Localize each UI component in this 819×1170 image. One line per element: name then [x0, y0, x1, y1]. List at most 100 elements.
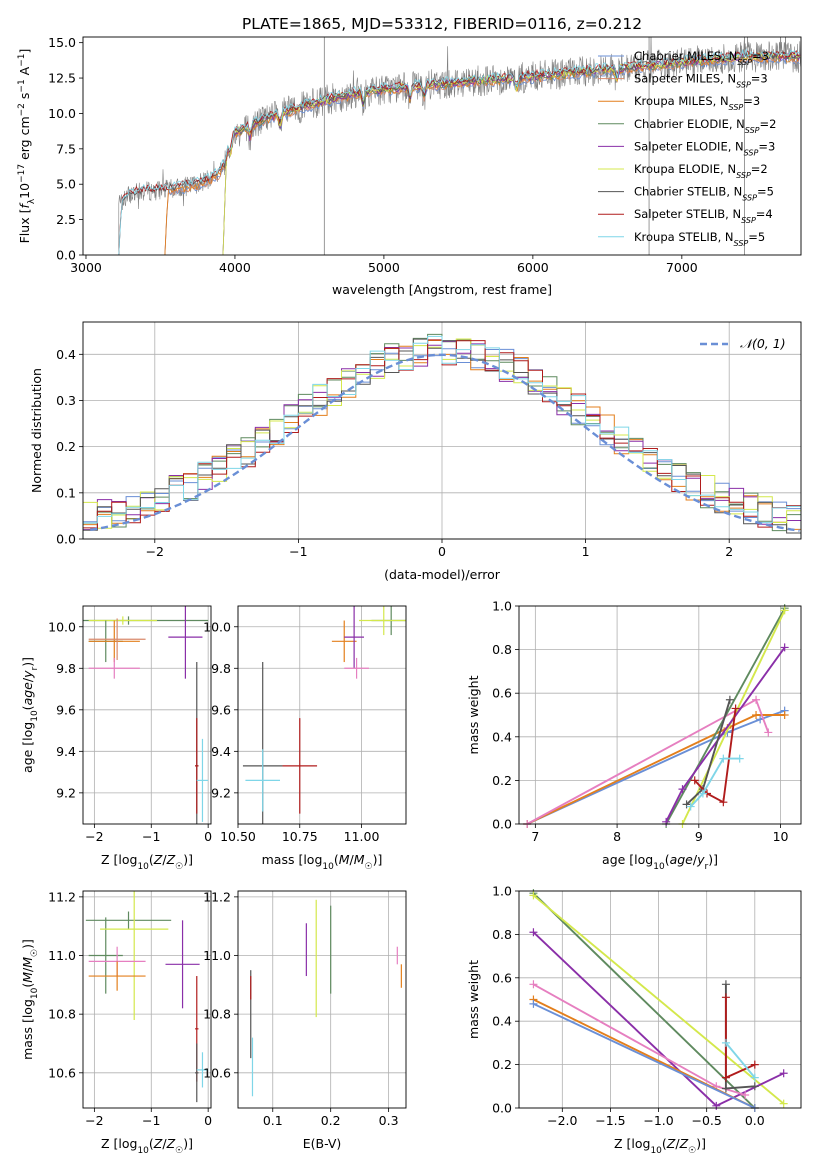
weight-point-marker	[750, 1073, 759, 1082]
axes-frame	[82, 321, 802, 540]
y-tick-label: 0.2	[492, 773, 512, 788]
histogram-series	[83, 335, 801, 539]
x-tick-label: 3000	[70, 260, 102, 275]
y-tick-label: 0.8	[492, 642, 512, 657]
weight-point-marker	[686, 802, 695, 811]
x-tick-label: 0.2	[321, 1113, 341, 1128]
x-tick-label: −2	[146, 544, 164, 559]
x-tick-label: −2	[85, 1113, 103, 1128]
legend-entry: Kroupa ELODIE, NSSP=2	[634, 162, 768, 180]
errorbar-point	[359, 606, 406, 636]
y-tick-label: 9.8	[211, 661, 231, 676]
axes-frame	[82, 890, 212, 1109]
errorbar-point	[344, 606, 364, 669]
y-tick-label: 10.0	[48, 106, 76, 121]
weight-point-marker	[721, 1073, 730, 1082]
y-tick-label: 11.0	[48, 948, 76, 963]
weight-series-line	[725, 1042, 756, 1079]
weight_vs_Z-xlabel: Z [log10(Z/Z☉)]	[614, 1136, 706, 1156]
y-tick-label: 0.2	[492, 1057, 512, 1072]
y-tick-label: 1.0	[492, 884, 512, 899]
x-tick-label: 7000	[666, 260, 698, 275]
weight-point-marker	[721, 1038, 730, 1047]
weight_vs_age-xlabel: age [log10(age/yr)]	[602, 852, 718, 872]
axes-frame	[237, 890, 407, 1109]
figure-title: PLATE=1865, MJD=53312, FIBERID=0116, z=0…	[242, 15, 642, 33]
y-tick-label: 9.6	[211, 702, 231, 717]
y-tick-label: 11.0	[203, 948, 231, 963]
x-tick-label: −1.5	[595, 1113, 625, 1128]
y-tick-label: 15.0	[48, 35, 76, 50]
y-tick-label: 7.5	[56, 141, 76, 156]
legend-entry: Salpeter MILES, NSSP=3	[634, 72, 768, 90]
weight-point-marker	[719, 798, 728, 807]
age_vs_mass-xlabel: mass [log10(M/M☉)]	[262, 852, 383, 872]
weight-point-marker	[731, 704, 740, 713]
y-tick-label: 9.4	[211, 744, 231, 759]
weight-point-marker	[752, 711, 761, 719]
y-tick-label: 0.4	[56, 347, 76, 362]
weight-point-marker	[752, 695, 761, 704]
y-tick-label: 9.6	[56, 702, 76, 717]
errorbar-point	[195, 718, 199, 814]
weight-point-marker	[764, 728, 773, 737]
y-tick-label: 11.2	[48, 889, 76, 904]
x-tick-label: −2	[85, 829, 103, 844]
x-tick-label: 0	[204, 1113, 212, 1128]
errorbar-point	[196, 738, 209, 822]
mass_vs_Z-ylabel: mass [log10(M/M☉)]	[20, 939, 40, 1060]
y-tick-label: 0.8	[492, 927, 512, 942]
x-tick-label: −1	[142, 1113, 160, 1128]
weight-point-marker	[741, 1090, 750, 1099]
x-tick-label: 7	[531, 829, 539, 844]
axes-frame	[82, 605, 212, 825]
y-tick-label: 11.2	[203, 889, 231, 904]
y-tick-label: 1.0	[492, 599, 512, 614]
x-tick-label: 9	[695, 829, 703, 844]
axes-frame	[237, 605, 407, 825]
weight-point-marker	[719, 754, 728, 763]
y-tick-label: 0.0	[56, 248, 76, 263]
mass_vs_Z-axes: −2 −1 0 10.6 10.8 11.0 11.2	[48, 889, 212, 1128]
y-tick-label: 0.4	[492, 1014, 512, 1029]
residuals-axes: −2 −1 0 1 2 0.0 0.1 0.2 0.3 0.4	[56, 322, 801, 559]
spectrum-model-line	[118, 48, 800, 255]
mass_vs_Z-xlabel: Z [log10(Z/Z☉)]	[101, 1136, 193, 1156]
x-tick-label: −1	[142, 829, 160, 844]
errorbar-point	[88, 616, 157, 625]
weight-point-marker	[780, 643, 789, 652]
y-tick-label: 5.0	[56, 177, 76, 192]
y-tick-label: 0.0	[56, 532, 76, 547]
errorbar-point	[88, 618, 146, 660]
residual-ylabel: Normed distribution	[29, 368, 44, 493]
weight_vs_Z-axes: −2.0 −1.5 −1.0 −0.5 0.0 0.0 0.2 0.4 0.6 0.8 1.0	[492, 884, 801, 1128]
legend-entry: Kroupa MILES, NSSP=3	[634, 94, 760, 112]
x-tick-label: 0.3	[379, 1113, 399, 1128]
errorbar-point	[165, 920, 200, 1009]
y-tick-label: 0.0	[492, 817, 512, 832]
legend-entry: Kroupa STELIB, NSSP=5	[634, 230, 765, 248]
errorbar-point	[245, 749, 280, 812]
axes-frame	[82, 36, 802, 256]
legend-entry: Salpeter STELIB, NSSP=4	[634, 207, 773, 225]
x-tick-label: 5000	[368, 260, 400, 275]
y-tick-label: 10.0	[203, 619, 231, 634]
spectrum-model-line	[164, 56, 800, 255]
legend-entry: Salpeter ELODIE, NSSP=3	[634, 139, 775, 157]
weight-point-marker	[779, 1069, 788, 1078]
y-tick-label: 9.2	[211, 785, 231, 800]
x-tick-label: 0.0	[745, 1113, 765, 1128]
x-tick-label: 8	[613, 829, 621, 844]
errorbar-point	[88, 620, 140, 663]
spectrum-ylabel: Flux [fλ10−17 erg cm−2 s−1 A−1]	[17, 49, 37, 244]
errorbar-point	[196, 1052, 209, 1088]
weight-point-marker	[779, 1099, 788, 1108]
axes-frame	[518, 890, 802, 1109]
mass_vs_EBV-axes: 0.1 0.2 0.3 10.6 10.8 11.0 11.2	[203, 889, 406, 1128]
errorbar-point	[195, 1043, 199, 1103]
x-tick-label: 0	[204, 829, 212, 844]
weight-series-line	[526, 714, 785, 824]
weight-series-line	[526, 709, 786, 824]
x-tick-label: −1	[289, 544, 307, 559]
y-tick-label: 12.5	[48, 71, 76, 86]
